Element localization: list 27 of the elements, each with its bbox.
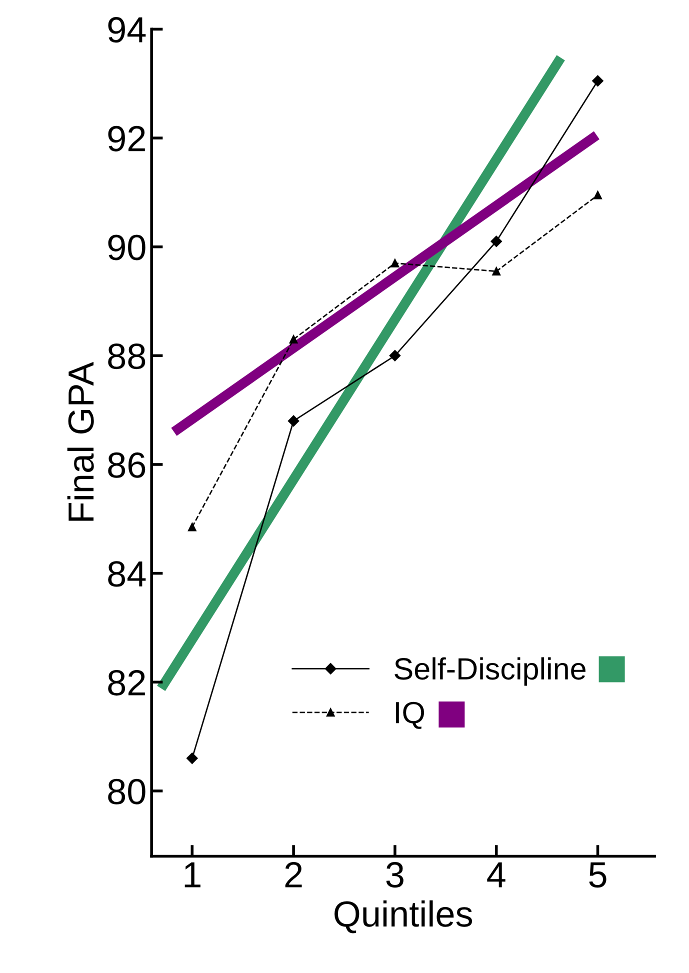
point <box>188 522 196 532</box>
legend-label: Self-Discipline <box>394 657 586 686</box>
x-tick-label: 1 <box>184 862 200 888</box>
x-axis-title: Quintiles <box>334 900 472 934</box>
x-tick-label: 5 <box>589 862 606 888</box>
legend-label: IQ <box>396 702 424 729</box>
point <box>594 190 602 200</box>
point <box>389 350 401 362</box>
y-tick-label: 86 <box>108 452 146 478</box>
y-tick-label: 84 <box>108 561 146 587</box>
x-tick-label: 2 <box>285 862 302 888</box>
point <box>592 75 604 86</box>
y-tick-label: 90 <box>108 234 146 260</box>
y-tick-label: 82 <box>108 670 145 696</box>
point <box>186 752 198 764</box>
x-tick-label: 3 <box>386 862 404 888</box>
y-tick-label: 94 <box>108 17 146 43</box>
y-axis-title: Final GPA <box>67 362 94 521</box>
y-tick-label: 92 <box>108 126 145 152</box>
point <box>492 267 501 276</box>
point <box>390 258 400 268</box>
y-tick-label: 88 <box>108 344 146 370</box>
point <box>288 415 300 427</box>
point <box>289 335 298 344</box>
x-tick-label: 4 <box>487 862 506 888</box>
y-tick-label: 80 <box>108 778 146 804</box>
point <box>490 236 502 247</box>
